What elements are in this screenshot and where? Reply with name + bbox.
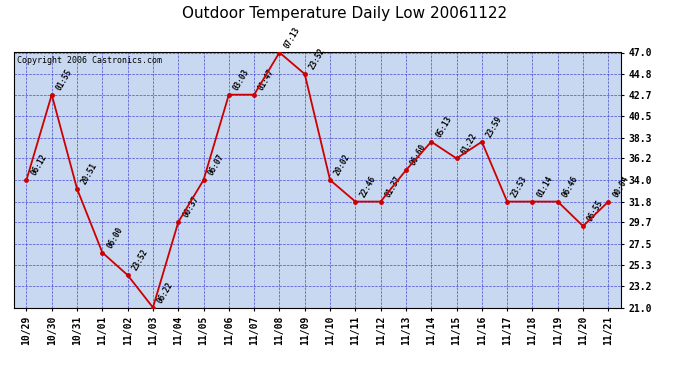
- Text: 00:37: 00:37: [181, 195, 200, 219]
- Text: 06:55: 06:55: [586, 199, 605, 223]
- Text: 01:47: 01:47: [257, 68, 276, 92]
- Text: 20:02: 20:02: [333, 153, 352, 177]
- Text: 06:07: 06:07: [206, 153, 226, 177]
- Text: Outdoor Temperature Daily Low 20061122: Outdoor Temperature Daily Low 20061122: [182, 6, 508, 21]
- Text: 22:46: 22:46: [358, 174, 377, 199]
- Text: 03:03: 03:03: [232, 68, 251, 92]
- Text: 01:37: 01:37: [384, 174, 403, 199]
- Text: Copyright 2006 Castronics.com: Copyright 2006 Castronics.com: [17, 56, 162, 65]
- Text: 01:55: 01:55: [55, 68, 74, 92]
- Text: 07:13: 07:13: [282, 25, 302, 50]
- Text: 20:51: 20:51: [80, 162, 99, 186]
- Text: 23:52: 23:52: [308, 47, 327, 71]
- Text: 06:12: 06:12: [29, 153, 48, 177]
- Text: 01:14: 01:14: [535, 174, 555, 199]
- Text: 06:00: 06:00: [105, 225, 124, 250]
- Text: 23:52: 23:52: [130, 248, 150, 272]
- Text: 23:53: 23:53: [510, 174, 529, 199]
- Text: 61:22: 61:22: [460, 131, 479, 156]
- Text: 23:59: 23:59: [484, 114, 504, 139]
- Text: 00:04: 00:04: [611, 174, 631, 199]
- Text: 06:22: 06:22: [156, 280, 175, 305]
- Text: 06:60: 06:60: [408, 143, 428, 167]
- Text: 05:13: 05:13: [434, 114, 453, 139]
- Text: 06:46: 06:46: [560, 174, 580, 199]
